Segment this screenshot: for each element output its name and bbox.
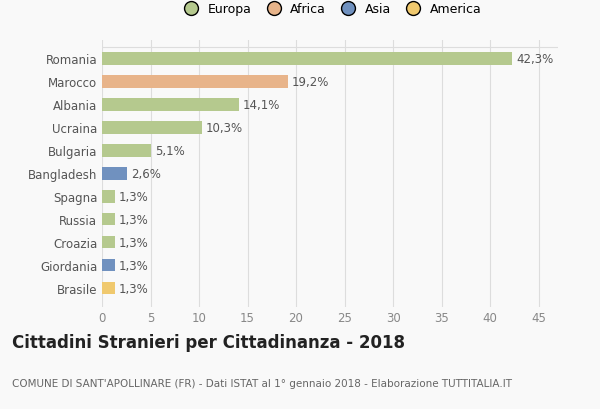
Text: 1,3%: 1,3% — [118, 213, 148, 226]
Text: 1,3%: 1,3% — [118, 190, 148, 203]
Text: 19,2%: 19,2% — [292, 76, 329, 89]
Text: COMUNE DI SANT'APOLLINARE (FR) - Dati ISTAT al 1° gennaio 2018 - Elaborazione TU: COMUNE DI SANT'APOLLINARE (FR) - Dati IS… — [12, 378, 512, 388]
Text: 14,1%: 14,1% — [242, 99, 280, 112]
Text: 1,3%: 1,3% — [118, 259, 148, 272]
Bar — [102, 282, 115, 294]
Bar — [102, 213, 115, 226]
Text: 10,3%: 10,3% — [206, 121, 243, 135]
Bar — [102, 122, 202, 134]
Text: 1,3%: 1,3% — [118, 236, 148, 249]
Bar — [102, 236, 115, 249]
Bar — [102, 191, 115, 203]
Bar — [102, 76, 288, 88]
Bar — [102, 168, 127, 180]
Bar — [102, 99, 239, 111]
Text: Cittadini Stranieri per Cittadinanza - 2018: Cittadini Stranieri per Cittadinanza - 2… — [12, 333, 405, 351]
Text: 1,3%: 1,3% — [118, 282, 148, 295]
Text: 5,1%: 5,1% — [155, 144, 185, 157]
Text: 2,6%: 2,6% — [131, 167, 161, 180]
Bar — [102, 145, 151, 157]
Bar — [102, 259, 115, 272]
Text: 42,3%: 42,3% — [516, 53, 554, 66]
Bar — [102, 53, 512, 65]
Legend: Europa, Africa, Asia, America: Europa, Africa, Asia, America — [175, 0, 485, 20]
